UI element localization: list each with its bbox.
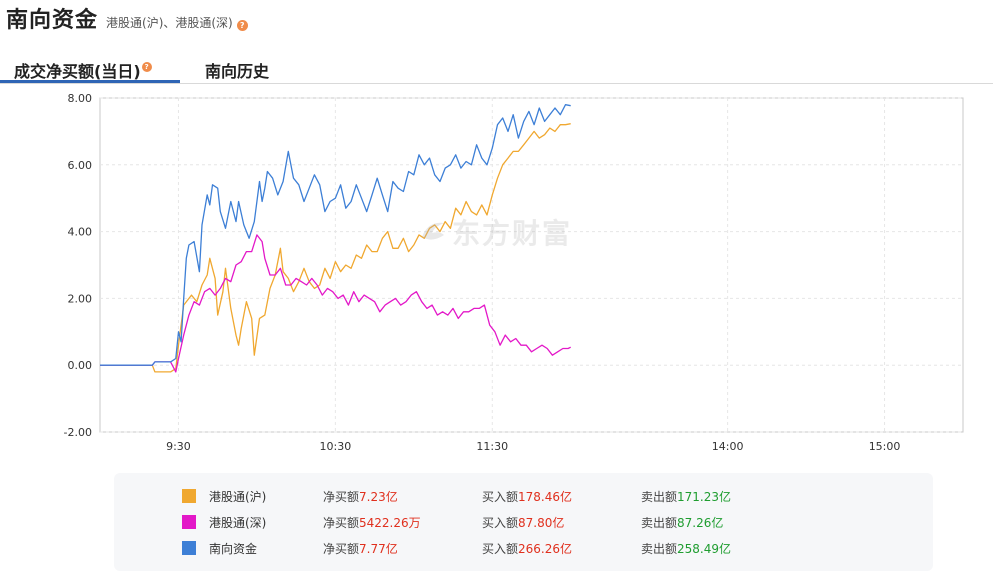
series-line [100, 104, 571, 366]
y-tick-label: -2.00 [64, 426, 92, 439]
tab-label: 成交净买额(当日) [14, 62, 141, 81]
net-buy-cell: 净买额7.77亿 [323, 540, 398, 557]
x-tick-label: 15:00 [869, 440, 901, 453]
help-icon[interactable]: ? [141, 61, 152, 72]
legend-row: 港股通(沪) 净买额7.23亿 买入额178.46亿 卖出额171.23亿 [114, 486, 933, 506]
net-buy-value: 7.23亿 [359, 490, 398, 504]
tab-southbound-history[interactable]: 南向历史 [205, 58, 269, 82]
tab-label: 南向历史 [205, 62, 270, 81]
x-tick-label: 10:30 [320, 440, 352, 453]
tab-bar: 成交净买额(当日)? 南向历史 [0, 52, 993, 84]
net-buy-value: 5422.26万 [359, 516, 421, 530]
sell-cell: 卖出额87.26亿 [641, 514, 723, 531]
legend-row: 港股通(深) 净买额5422.26万 买入额87.80亿 卖出额87.26亿 [114, 512, 933, 532]
buy-label: 买入额 [482, 542, 519, 556]
help-icon[interactable]: ? [236, 20, 248, 31]
legend-row: 南向资金 净买额7.77亿 买入额266.26亿 卖出额258.49亿 [114, 538, 933, 558]
y-tick-label: 8.00 [68, 92, 93, 105]
page-header: 南向资金 港股通(沪)、港股通(深) ? [6, 2, 248, 33]
legend-swatch [182, 489, 196, 503]
sell-cell: 卖出额258.49亿 [641, 540, 731, 557]
net-buy-label: 净买额 [323, 542, 360, 556]
legend-series-name: 港股通(沪) [209, 490, 267, 504]
tab-net-buy-today[interactable]: 成交净买额(当日)? [14, 58, 152, 82]
y-tick-label: 2.00 [68, 292, 93, 305]
plot-area [99, 97, 964, 433]
legend-swatch [182, 541, 196, 555]
y-tick-label: 0.00 [68, 359, 93, 372]
net-buy-cell: 净买额5422.26万 [323, 514, 421, 531]
legend-panel: 港股通(沪) 净买额7.23亿 买入额178.46亿 卖出额171.23亿 港股… [114, 473, 933, 571]
buy-label: 买入额 [482, 490, 519, 504]
page-subtitle: 港股通(沪)、港股通(深) [106, 16, 233, 30]
watermark: 东方财富 [418, 212, 572, 252]
sell-label: 卖出额 [641, 542, 678, 556]
buy-value: 178.46亿 [518, 490, 573, 504]
buy-cell: 买入额178.46亿 [482, 488, 572, 505]
x-tick-label: 9:30 [166, 440, 191, 453]
buy-cell: 买入额87.80亿 [482, 514, 564, 531]
net-buy-label: 净买额 [323, 516, 360, 530]
net-buy-line-chart: 8.00 6.00 4.00 2.00 0.00 -2.00 9:30 10:30 11:30 1… [64, 92, 964, 453]
net-buy-label: 净买额 [323, 490, 360, 504]
sell-label: 卖出额 [641, 490, 678, 504]
y-tick-label: 6.00 [68, 159, 93, 172]
series-line [100, 234, 571, 373]
buy-label: 买入额 [482, 516, 519, 530]
legend-series-name: 港股通(深) [209, 516, 267, 530]
net-buy-value: 7.77亿 [359, 542, 398, 556]
x-tick-label: 11:30 [476, 440, 508, 453]
sell-value: 87.26亿 [677, 516, 724, 530]
x-tick-label: 14:00 [712, 440, 744, 453]
net-buy-cell: 净买额7.23亿 [323, 488, 398, 505]
y-tick-label: 4.00 [68, 226, 93, 239]
sell-value: 171.23亿 [677, 490, 732, 504]
sell-value: 258.49亿 [677, 542, 732, 556]
legend-series-name: 南向资金 [209, 542, 258, 556]
series-line [100, 123, 571, 373]
brand-logo-icon [422, 222, 444, 240]
sell-cell: 卖出额171.23亿 [641, 488, 731, 505]
watermark-text: 东方财富 [452, 217, 573, 250]
legend-swatch [182, 515, 196, 529]
active-tab-indicator [0, 80, 180, 83]
buy-value: 266.26亿 [518, 542, 573, 556]
buy-value: 87.80亿 [518, 516, 565, 530]
page-title: 南向资金 [6, 8, 99, 33]
sell-label: 卖出额 [641, 516, 678, 530]
buy-cell: 买入额266.26亿 [482, 540, 572, 557]
